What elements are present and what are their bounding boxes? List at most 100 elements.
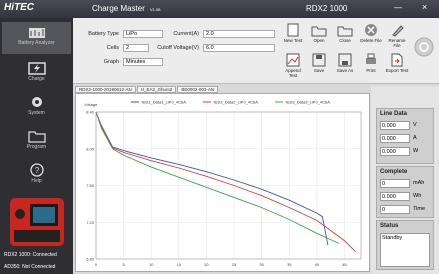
x-tick-label: 0 — [95, 262, 98, 267]
button-icon — [363, 53, 379, 67]
button-label: Save As — [333, 68, 357, 73]
group-title: Line Data — [377, 109, 433, 119]
y-axis-label: Voltage — [84, 102, 98, 107]
nav-label: Help — [31, 178, 41, 184]
button-label: Print — [359, 68, 383, 73]
sidebar: Battery Analyzer Charge System Program ?… — [0, 18, 73, 274]
button-label: Rename File — [385, 38, 409, 48]
button-icon — [311, 53, 327, 67]
readout-unit: Wh — [413, 192, 421, 201]
toolbar-button[interactable]: Append Test — [281, 52, 305, 80]
cutoff-input[interactable]: 6.0 — [203, 44, 275, 52]
button-label: Delete File — [359, 38, 383, 43]
toolbar-button[interactable]: Rename File — [385, 22, 409, 50]
button-icon — [337, 53, 353, 67]
button-icon — [285, 23, 301, 37]
x-tick-label: 10 — [149, 262, 154, 267]
readout-value: 0.000 — [380, 147, 410, 156]
toolbar-button[interactable]: Save As — [333, 52, 357, 80]
nav-program[interactable]: Program — [2, 126, 71, 158]
x-tick-label: 25 — [232, 262, 237, 267]
readout-value: 0.000 — [380, 134, 410, 143]
nav-label: Program — [27, 144, 46, 150]
file-tab[interactable]: BE0002-003-AN — [177, 86, 218, 93]
readout-unit: A — [413, 134, 417, 143]
button-icon — [389, 23, 405, 37]
legend-label: Test3_Data3_LiPo_4C6A — [285, 100, 330, 105]
connection-status: AD350: Not Connected — [4, 264, 55, 270]
settings-panel: Battery Type LiPo Cells 2 Graph Minutes … — [73, 18, 439, 84]
device-name: RDX2 1000 — [306, 4, 347, 13]
nav-system[interactable]: System — [2, 92, 71, 124]
connection-status: RDX2 1000: Connected — [4, 252, 57, 258]
x-tick-label: 45 — [342, 262, 347, 267]
nav-charge[interactable]: Charge — [2, 58, 71, 90]
current-input[interactable]: 2.0 — [203, 30, 275, 38]
toolbar-button[interactable]: Delete File — [359, 22, 383, 50]
group-title: Complete — [377, 167, 433, 177]
toolbar-button[interactable]: Close — [333, 22, 357, 50]
x-tick-label: 30 — [259, 262, 264, 267]
toolbar-button[interactable]: Open — [307, 22, 331, 50]
series-line — [96, 112, 339, 243]
device-image — [8, 190, 66, 248]
logo: HiTEC — [4, 2, 34, 13]
x-tick-label: 15 — [177, 262, 182, 267]
button-icon — [389, 53, 405, 67]
field-label: Current(A) — [153, 31, 199, 37]
toolbar-button[interactable]: Print — [359, 52, 383, 80]
field-label: Cells — [75, 45, 119, 51]
field-label: Graph — [75, 59, 119, 65]
toolbar-button[interactable]: New Test — [281, 22, 305, 50]
x-tick-label: 40 — [315, 262, 320, 267]
minimize-button[interactable]: — — [394, 3, 402, 12]
readout-value: 0 — [380, 179, 410, 188]
y-tick-label: 8.40 — [86, 110, 95, 115]
nav-help[interactable]: ? Help — [2, 160, 71, 192]
status-group: Status Standby — [376, 220, 434, 270]
y-tick-label: 8.00 — [86, 146, 95, 151]
button-label: Append Test — [281, 68, 305, 78]
legend-label: Test1_Data1_LiPo_4C6A — [141, 100, 186, 105]
y-tick-label: 7.20 — [86, 220, 95, 225]
field-label: Battery Type — [75, 31, 119, 37]
button-label: New Test — [281, 38, 305, 43]
close-button[interactable]: × — [422, 2, 427, 12]
x-tick-label: 20 — [204, 262, 209, 267]
button-icon — [337, 23, 353, 37]
file-tab[interactable]: H_EA2_Ghum2 — [137, 86, 177, 93]
file-tab[interactable]: RDX2-1000-20190612-AN — [75, 86, 136, 93]
graph-select[interactable]: Minutes — [123, 58, 163, 66]
nav-label: System — [28, 110, 45, 116]
nav-battery-analyzer[interactable]: Battery Analyzer — [2, 22, 71, 54]
app-version: V1.08 — [150, 7, 160, 12]
toolbar-button[interactable]: Export Test — [385, 52, 409, 80]
button-label: Open — [307, 38, 331, 43]
readout-unit: V — [413, 121, 417, 130]
nav-label: Battery Analyzer — [18, 40, 54, 46]
app-title: Charge Master — [92, 4, 145, 13]
readout-unit: W — [413, 147, 418, 156]
button-label: Save — [307, 68, 331, 73]
app-window: {"title_bar":{"logo":"HiTEC","app":"Char… — [0, 0, 439, 274]
line-data-group: Line Data0.000V0.000A0.000W — [376, 108, 434, 164]
field-label: Cutoff Voltage(V) — [145, 45, 199, 51]
x-tick-label: 5 — [122, 262, 125, 267]
group-title: Status — [377, 221, 433, 231]
power-button[interactable] — [413, 36, 435, 58]
svg-text:?: ? — [34, 166, 39, 175]
readout-value: 0 — [380, 205, 410, 214]
status-value: Standby — [380, 233, 430, 267]
button-icon — [363, 23, 379, 37]
button-label: Export Test — [385, 68, 409, 73]
legend-label: Test2_Data2_LiPo_4C6A — [213, 100, 258, 105]
readout-unit: Time — [413, 205, 425, 214]
button-icon — [311, 23, 327, 37]
title-bar: HiTEC Charge Master V1.08 RDX2 1000 — × — [0, 0, 439, 18]
toolbar-button[interactable]: Save — [307, 52, 331, 80]
